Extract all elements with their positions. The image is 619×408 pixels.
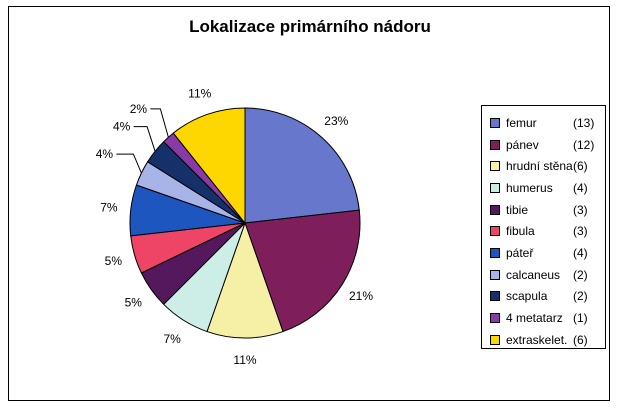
chart-title: Lokalizace primárního nádoru	[189, 17, 431, 36]
legend-item: pánev (12)	[482, 134, 605, 156]
legend-item: scapula (2)	[482, 286, 605, 308]
legend-swatch	[490, 291, 500, 302]
legend-count: (2)	[573, 289, 588, 304]
data-label: 23%	[324, 114, 348, 128]
data-label: 7%	[100, 201, 118, 215]
legend-label: scapula	[506, 289, 548, 304]
legend-label: humerus	[506, 180, 553, 195]
leader-line	[133, 126, 156, 152]
legend-item: páteř (4)	[482, 242, 605, 264]
legend-count: (3)	[573, 224, 588, 239]
data-label: 7%	[163, 332, 181, 346]
legend-swatch	[490, 313, 500, 324]
data-label: 4%	[113, 120, 131, 134]
legend-swatch	[490, 269, 500, 280]
legend-item: hrudní stěna (6)	[482, 155, 605, 177]
legend-item: tibie (3)	[482, 199, 605, 221]
legend-count: (6)	[573, 159, 588, 174]
legend-item: femur (13)	[482, 112, 605, 134]
legend-label: páteř	[506, 245, 534, 260]
legend-swatch	[490, 182, 500, 193]
legend-item: extraskelet. (6)	[482, 329, 605, 351]
leader-line	[150, 108, 169, 138]
legend-count: (12)	[573, 137, 595, 152]
legend-swatch	[490, 226, 500, 237]
pie-chart: 23% 21% 11% 7% 5% 5% 7% 4% 4% 2% 11%	[96, 87, 374, 367]
data-label: 11%	[233, 353, 256, 367]
legend-swatch	[490, 247, 500, 258]
legend: femur (13) pánev (12) hrudní stěna (6) humerus…	[481, 105, 606, 349]
legend-label: 4 metatarz	[506, 311, 563, 326]
legend-count: (4)	[573, 245, 588, 260]
legend-count: (3)	[573, 202, 588, 217]
pie-slice-hrudn-st-na	[206, 221, 284, 339]
data-label: 5%	[105, 254, 123, 268]
chart-area: Lokalizace primárního nádoru 23% 21% 11% 7%…	[8, 6, 610, 401]
legend-item: 4 metatarz (1)	[482, 307, 605, 329]
legend-count: (2)	[573, 267, 588, 282]
pie-slice-p-nev	[244, 209, 361, 333]
legend-count: (13)	[573, 115, 595, 130]
pie-slice-extraskelet-	[172, 107, 246, 225]
legend-item: humerus (4)	[482, 177, 605, 199]
data-label: 11%	[188, 87, 211, 101]
legend-swatch	[490, 139, 500, 150]
data-label: 5%	[125, 295, 143, 309]
data-label: 2%	[130, 102, 148, 116]
legend-label: tibie	[506, 202, 529, 217]
legend-label: extraskelet.	[506, 332, 568, 347]
legend-label: hrudní stěna	[506, 159, 573, 174]
legend-count: (6)	[573, 332, 588, 347]
data-label: 21%	[349, 289, 373, 303]
pie-slice-femur	[244, 107, 360, 224]
legend-item: calcaneus (2)	[482, 264, 605, 286]
legend-swatch	[490, 161, 500, 172]
legend-label: pánev	[506, 137, 539, 152]
legend-swatch	[490, 334, 500, 345]
legend-label: fibula	[506, 224, 535, 239]
legend-count: (1)	[573, 311, 588, 326]
legend-swatch	[490, 117, 500, 128]
leader-line	[116, 153, 142, 174]
legend-item: fibula (3)	[482, 220, 605, 242]
legend-label: calcaneus	[506, 267, 561, 282]
legend-count: (4)	[573, 180, 588, 195]
data-label: 4%	[96, 147, 114, 161]
legend-label: femur	[506, 115, 537, 130]
legend-swatch	[490, 204, 500, 215]
